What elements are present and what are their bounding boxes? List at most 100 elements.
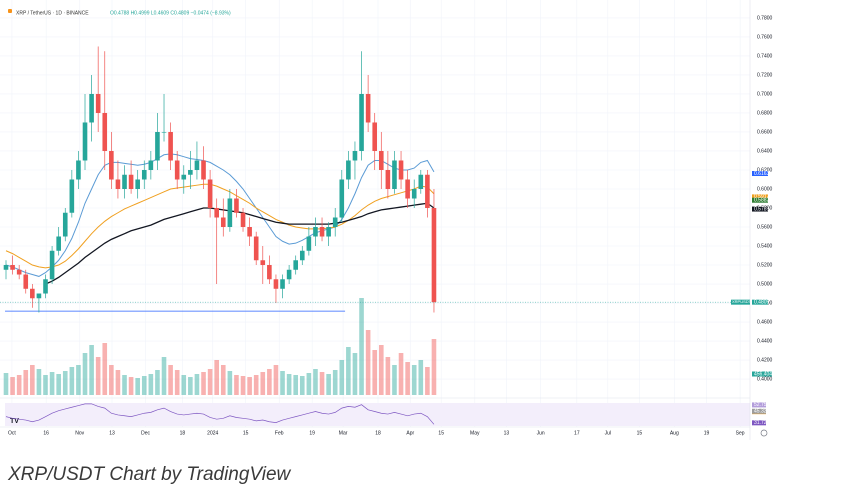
- volume-bar: [95, 357, 101, 395]
- volume-bar: [194, 374, 200, 395]
- volume-bar: [267, 369, 272, 395]
- candle-body: [418, 174, 424, 189]
- volume-bar: [109, 365, 114, 395]
- price-badge-label: 0.4809: [754, 299, 770, 305]
- settings-icon[interactable]: [760, 429, 768, 437]
- candle-body: [273, 279, 279, 289]
- candle-body: [352, 150, 358, 161]
- rsi-badge: [752, 402, 766, 408]
- candle-body: [313, 227, 318, 237]
- x-tick-label: 2024: [207, 430, 218, 436]
- volume-bar: [326, 374, 331, 395]
- volume-bar: [372, 350, 378, 395]
- volume-bar: [188, 377, 193, 395]
- candle-body: [253, 236, 259, 261]
- candle-body: [260, 260, 266, 266]
- candle-body: [168, 131, 173, 161]
- price-badge: [752, 197, 768, 203]
- volume-bar: [253, 375, 259, 395]
- volume-bar: [76, 365, 81, 395]
- candle-body: [16, 269, 22, 275]
- volume-bar: [313, 369, 318, 395]
- candle-body: [201, 160, 206, 180]
- candle-body: [247, 227, 252, 237]
- x-tick-label: 18: [180, 430, 186, 436]
- volume-bar: [385, 357, 391, 395]
- volume-bar: [240, 376, 246, 395]
- candle-body: [115, 179, 121, 189]
- volume-bar: [122, 375, 127, 395]
- volume-bar: [128, 377, 134, 395]
- symbol-icon: [8, 9, 12, 13]
- candle-body: [148, 160, 154, 170]
- volume-bar: [115, 370, 121, 395]
- y-tick-label: 0.4400: [757, 338, 773, 344]
- y-tick-label: 0.6000: [757, 186, 773, 192]
- candle-body: [411, 188, 417, 199]
- candle-body: [234, 198, 239, 213]
- x-tick-label: Oct: [8, 430, 16, 436]
- y-tick-label: 0.6400: [757, 148, 773, 154]
- volume-bar: [16, 375, 22, 395]
- candle-body: [346, 160, 351, 180]
- volume-bar: [168, 365, 173, 395]
- volume-bar: [49, 372, 55, 395]
- caption: XRP/USDT Chart by TradingView: [7, 464, 292, 485]
- price-badge-label: 0.5917: [754, 194, 770, 200]
- volume-bar: [352, 353, 358, 395]
- volume-bar: [411, 365, 417, 395]
- moving-average: [5, 153, 435, 277]
- volume-bar: [23, 370, 29, 395]
- rsi-badge-label: 52.75: [754, 402, 767, 408]
- y-tick-label: 0.4200: [757, 357, 773, 363]
- volume-bar: [339, 360, 345, 395]
- x-tick-label: 13: [504, 430, 510, 436]
- candle-body: [365, 93, 371, 123]
- volume-bar: [346, 347, 351, 395]
- candle-body: [425, 174, 430, 208]
- volume-bar: [207, 369, 213, 395]
- candle-body: [286, 269, 292, 280]
- candle-body: [36, 293, 42, 299]
- volume-bar: [174, 370, 180, 395]
- volume-bar: [398, 353, 404, 395]
- y-tick-label: 0.6600: [757, 129, 773, 135]
- candle-body: [62, 212, 68, 237]
- candle-body: [293, 260, 299, 270]
- x-tick-label: 13: [109, 430, 115, 436]
- candle-body: [240, 212, 246, 228]
- y-tick-label: 0.7000: [757, 91, 773, 97]
- candle-body: [69, 179, 75, 213]
- y-tick-label: 0.5400: [757, 243, 773, 249]
- candle-body: [319, 227, 325, 237]
- candle-body: [135, 179, 140, 189]
- candle-body: [89, 93, 94, 123]
- y-tick-label: 0.6800: [757, 110, 773, 116]
- x-tick-label: 19: [309, 430, 315, 436]
- volume-bar: [227, 371, 233, 395]
- x-tick-label: Apr: [406, 430, 414, 436]
- candle-body: [49, 250, 55, 280]
- y-tick-label: 0.4600: [757, 319, 773, 325]
- volume-bar: [260, 372, 266, 395]
- volume-bar: [56, 374, 61, 395]
- y-tick-label: 0.5600: [757, 224, 773, 230]
- volume-bar: [43, 375, 48, 395]
- volume-bar: [293, 375, 299, 395]
- candle-body: [56, 236, 61, 251]
- candle-body: [359, 93, 364, 151]
- x-tick-label: 17: [574, 430, 580, 436]
- volume-bar: [161, 357, 167, 395]
- x-tick-label: 15: [637, 430, 643, 436]
- candle-body: [405, 179, 410, 199]
- candle-body: [3, 265, 9, 270]
- candle-body: [326, 227, 331, 237]
- candle-body: [378, 150, 384, 170]
- volume-badge-label: 456.404M: [754, 371, 776, 377]
- volume-bar: [155, 370, 160, 395]
- volume-bar: [89, 345, 94, 395]
- candle-body: [220, 217, 226, 228]
- volume-bar: [332, 370, 338, 395]
- x-tick-label: Jul: [605, 430, 611, 436]
